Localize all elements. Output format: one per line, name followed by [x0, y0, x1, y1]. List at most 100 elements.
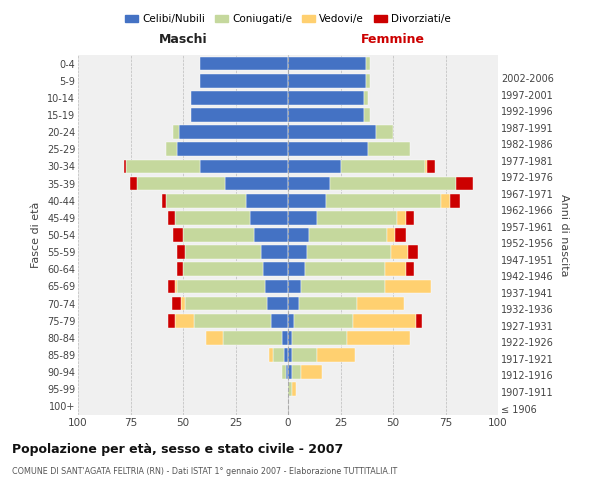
Bar: [288, 280, 301, 293]
Bar: [126, 160, 200, 173]
Bar: [301, 366, 322, 379]
Bar: [385, 280, 431, 293]
Bar: [130, 176, 137, 190]
Bar: [193, 314, 271, 328]
Bar: [246, 194, 288, 207]
Bar: [326, 194, 442, 207]
Bar: [288, 314, 295, 328]
Bar: [376, 126, 393, 139]
Bar: [385, 262, 406, 276]
Bar: [206, 331, 223, 344]
Bar: [124, 160, 126, 173]
Bar: [288, 108, 364, 122]
Bar: [317, 348, 355, 362]
Bar: [341, 160, 425, 173]
Bar: [176, 262, 183, 276]
Bar: [288, 366, 292, 379]
Bar: [282, 366, 286, 379]
Text: Popolazione per età, sesso e stato civile - 2007: Popolazione per età, sesso e stato civil…: [12, 442, 343, 456]
Bar: [292, 382, 296, 396]
Bar: [288, 331, 292, 344]
Bar: [353, 314, 416, 328]
Bar: [225, 176, 288, 190]
Bar: [166, 194, 246, 207]
Bar: [366, 56, 370, 70]
Bar: [364, 91, 368, 104]
Bar: [406, 262, 414, 276]
Bar: [175, 211, 250, 224]
Bar: [450, 194, 460, 207]
Bar: [173, 228, 183, 242]
Bar: [288, 382, 292, 396]
Bar: [288, 246, 307, 259]
Bar: [168, 314, 175, 328]
Bar: [265, 280, 288, 293]
Bar: [179, 126, 288, 139]
Bar: [176, 280, 265, 293]
Bar: [366, 74, 370, 88]
Bar: [176, 246, 185, 259]
Bar: [172, 126, 179, 139]
Bar: [288, 348, 292, 362]
Bar: [387, 228, 395, 242]
Bar: [284, 348, 288, 362]
Bar: [309, 228, 387, 242]
Bar: [288, 160, 341, 173]
Bar: [173, 296, 181, 310]
Bar: [288, 126, 376, 139]
Bar: [263, 262, 288, 276]
Bar: [168, 211, 175, 224]
Bar: [185, 246, 260, 259]
Bar: [456, 176, 473, 190]
Legend: Celibi/Nubili, Coniugati/e, Vedovi/e, Divorziati/e: Celibi/Nubili, Coniugati/e, Vedovi/e, Di…: [121, 10, 455, 29]
Bar: [295, 314, 353, 328]
Bar: [288, 176, 330, 190]
Bar: [254, 228, 288, 242]
Bar: [166, 142, 176, 156]
Bar: [282, 331, 288, 344]
Bar: [162, 194, 166, 207]
Text: Maschi: Maschi: [158, 34, 208, 46]
Bar: [288, 228, 309, 242]
Bar: [267, 296, 288, 310]
Bar: [137, 176, 225, 190]
Bar: [292, 331, 347, 344]
Bar: [364, 108, 370, 122]
Bar: [330, 176, 456, 190]
Bar: [223, 331, 282, 344]
Text: Femmine: Femmine: [361, 34, 425, 46]
Bar: [397, 211, 406, 224]
Bar: [168, 280, 175, 293]
Bar: [181, 296, 185, 310]
Bar: [416, 314, 422, 328]
Bar: [175, 314, 193, 328]
Bar: [183, 228, 254, 242]
Bar: [271, 314, 288, 328]
Bar: [288, 194, 326, 207]
Bar: [391, 246, 408, 259]
Y-axis label: Anni di nascita: Anni di nascita: [559, 194, 569, 276]
Bar: [427, 160, 435, 173]
Bar: [288, 56, 366, 70]
Bar: [286, 366, 288, 379]
Bar: [200, 160, 288, 173]
Bar: [347, 331, 410, 344]
Bar: [288, 296, 299, 310]
Bar: [301, 280, 385, 293]
Bar: [358, 296, 404, 310]
Bar: [288, 262, 305, 276]
Bar: [191, 108, 288, 122]
Bar: [260, 246, 288, 259]
Bar: [288, 211, 317, 224]
Bar: [317, 211, 397, 224]
Bar: [191, 91, 288, 104]
Text: COMUNE DI SANT'AGATA FELTRIA (RN) - Dati ISTAT 1° gennaio 2007 - Elaborazione TU: COMUNE DI SANT'AGATA FELTRIA (RN) - Dati…: [12, 468, 397, 476]
Bar: [442, 194, 450, 207]
Bar: [175, 280, 176, 293]
Bar: [176, 142, 288, 156]
Bar: [299, 296, 358, 310]
Bar: [288, 74, 366, 88]
Bar: [250, 211, 288, 224]
Bar: [269, 348, 274, 362]
Bar: [292, 348, 317, 362]
